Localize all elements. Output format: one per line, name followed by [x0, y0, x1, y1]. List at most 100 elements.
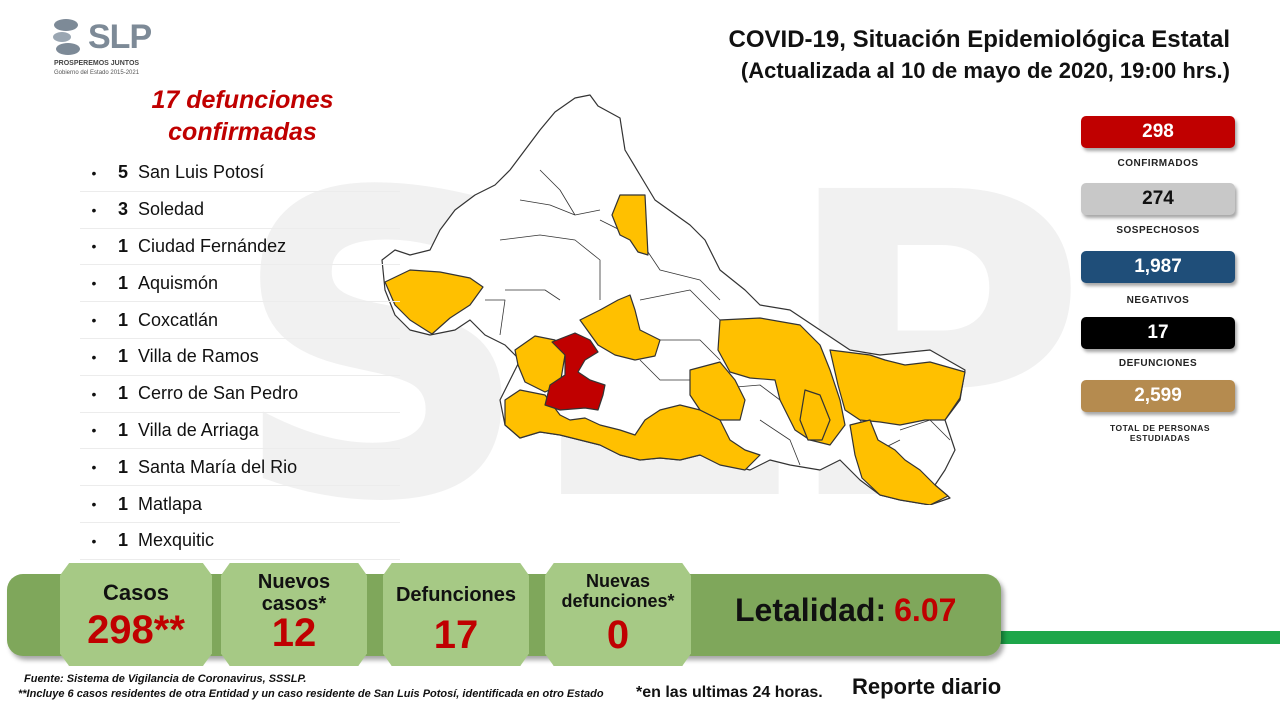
death-count: 1 — [117, 456, 128, 477]
map-region-west — [384, 269, 484, 335]
stat-value-sospechosos: 274 — [1081, 183, 1235, 215]
deaths-list-item: • 1 Aquismón — [80, 265, 400, 303]
bullet-icon: • — [91, 275, 97, 292]
bullet-icon: • — [91, 238, 97, 255]
deaths-list-item: • 1 Santa María del Rio — [80, 449, 400, 487]
stat-label-confirmados: CONFIRMADOS — [1117, 158, 1199, 169]
nuevas-defunciones-value: 0 — [606, 613, 630, 657]
card-defunciones: Defunciones 17 — [383, 563, 529, 666]
municipality-name: Aquismón — [138, 272, 219, 293]
footer-note: **Incluye 6 casos residentes de otra Ent… — [18, 688, 604, 700]
confirmed-municipalities — [384, 194, 966, 505]
deaths-list-item: • 1 Mexquitic — [80, 523, 400, 560]
deaths-list-item: • 1 Coxcatlán — [80, 302, 400, 339]
death-count: 1 — [117, 272, 128, 293]
map-region-north — [611, 194, 649, 256]
defunciones-value: 17 — [433, 613, 479, 657]
municipality-name: Coxcatlán — [138, 309, 219, 330]
nuevas-defunciones-label-line2: defunciones* — [561, 591, 675, 611]
letalidad-label: Letalidad: — [735, 592, 887, 628]
bullet-icon: • — [91, 312, 97, 329]
letalidad: Letalidad: 6.07 — [735, 592, 956, 629]
bullet-icon: • — [91, 201, 97, 218]
page-title: COVID-19, Situación Epidemiológica Estat… — [728, 26, 1230, 53]
municipality-name: Soledad — [138, 199, 205, 220]
bullet-icon: • — [91, 459, 97, 476]
deaths-list-item: • 1 Villa de Ramos — [80, 339, 400, 376]
deaths-heading: 17 defunciones confirmadas — [120, 84, 365, 148]
nuevos-casos-label: Nuevos casos* — [221, 571, 367, 615]
report-label: Reporte diario — [852, 674, 1002, 699]
card-casos: Casos 298** — [60, 563, 212, 666]
deaths-list: • 5 San Luis Potosí • 3 Soledad • 1 Ciudad Ferná… — [80, 155, 400, 560]
stat-label-defunciones: DEFUNCIONES — [1118, 358, 1198, 369]
deaths-list-item: • 1 Ciudad Fernández — [80, 229, 400, 266]
bullet-icon: • — [91, 422, 97, 439]
deaths-list-item: • 1 Cerro de San Pedro — [80, 376, 400, 413]
municipality-name: Matlapa — [138, 493, 203, 514]
map-region-central-north — [579, 294, 661, 361]
stat-label-total: TOTAL DE PERSONAS ESTUDIADAS — [1109, 423, 1211, 443]
stat-value-confirmados: 298 — [1081, 116, 1235, 148]
logo-government: Gobierno del Estado 2015-2021 — [54, 70, 140, 76]
death-count: 1 — [117, 235, 128, 256]
death-count: 1 — [117, 493, 128, 514]
nuevos-casos-value: 12 — [271, 611, 317, 655]
municipality-name: Ciudad Fernández — [138, 235, 287, 256]
bullet-icon: • — [91, 348, 97, 365]
stat-label-sospechosos: SOSPECHOSOS — [1116, 225, 1200, 236]
death-count: 1 — [117, 530, 128, 551]
footer-source: Fuente: Sistema de Vigilancia de Coronav… — [24, 673, 307, 685]
deaths-list-item: • 5 San Luis Potosí — [80, 155, 400, 192]
map-region-south-central — [689, 361, 746, 421]
municipality-name: Mexquitic — [138, 530, 215, 551]
bullet-icon: • — [91, 532, 97, 549]
stat-value-defunciones: 17 — [1081, 317, 1235, 349]
slp-logo: SLP PROSPEREMOS JUNTOS Gobierno del Esta… — [52, 16, 162, 80]
death-count: 1 — [117, 346, 128, 367]
stat-value-negativos: 1,987 — [1081, 251, 1235, 283]
death-count: 1 — [117, 309, 128, 330]
bullet-icon: • — [91, 164, 97, 181]
death-count: 1 — [117, 419, 128, 440]
municipality-name: San Luis Potosí — [138, 162, 265, 183]
defunciones-label: Defunciones — [395, 584, 517, 606]
slp-logo-icon — [53, 19, 80, 55]
bullet-icon: • — [91, 385, 97, 402]
card-nuevos-casos: Nuevos casos* 12 — [221, 563, 367, 666]
bullet-icon: • — [91, 496, 97, 513]
deaths-list-item: • 1 Matlapa — [80, 486, 400, 523]
municipality-name: Villa de Arriaga — [138, 419, 259, 440]
nuevos-casos-label-line2: casos* — [261, 593, 327, 615]
municipality-name: Santa María del Rio — [138, 456, 298, 477]
death-count: 3 — [117, 199, 128, 220]
deaths-heading-line1: 17 defunciones — [151, 86, 334, 114]
stat-value-total: 2,599 — [1081, 380, 1235, 412]
casos-label: Casos — [102, 580, 170, 605]
map-region-huasteca-3 — [849, 419, 949, 505]
death-count: 1 — [117, 383, 128, 404]
deaths-list-item: • 1 Villa de Arriaga — [80, 413, 400, 450]
stat-label-negativos: NEGATIVOS — [1126, 295, 1190, 306]
nuevas-defunciones-label-line1: Nuevas — [585, 571, 651, 591]
deaths-heading-line2: confirmadas — [168, 118, 317, 146]
casos-value: 298** — [87, 608, 185, 652]
footer-note-24h: *en las ultimas 24 horas. — [636, 684, 823, 701]
nuevos-casos-label-line1: Nuevos — [257, 571, 331, 593]
municipality-name: Cerro de San Pedro — [138, 383, 299, 404]
death-count: 5 — [117, 162, 128, 183]
map-region-huasteca-2 — [829, 349, 966, 426]
logo-wordmark: SLP — [88, 18, 152, 56]
page-subtitle: (Actualizada al 10 de mayo de 2020, 19:0… — [740, 58, 1230, 83]
map-region-south-west — [504, 389, 761, 471]
map-region-deaths — [544, 332, 606, 411]
map-region-huasteca-4 — [799, 389, 831, 441]
stats-panel: 298 CONFIRMADOS 274 SOSPECHOSOS 1,987 NEGATIV… — [1073, 110, 1243, 445]
municipality-map — [381, 94, 966, 505]
nuevas-defunciones-label: Nuevas defunciones* — [545, 571, 691, 611]
deaths-list-item: • 3 Soledad — [80, 192, 400, 229]
green-accent-line — [995, 631, 1280, 644]
municipality-name: Villa de Ramos — [138, 346, 259, 367]
card-nuevas-defunciones: Nuevas defunciones* 0 — [545, 563, 691, 666]
letalidad-value: 6.07 — [894, 592, 957, 628]
